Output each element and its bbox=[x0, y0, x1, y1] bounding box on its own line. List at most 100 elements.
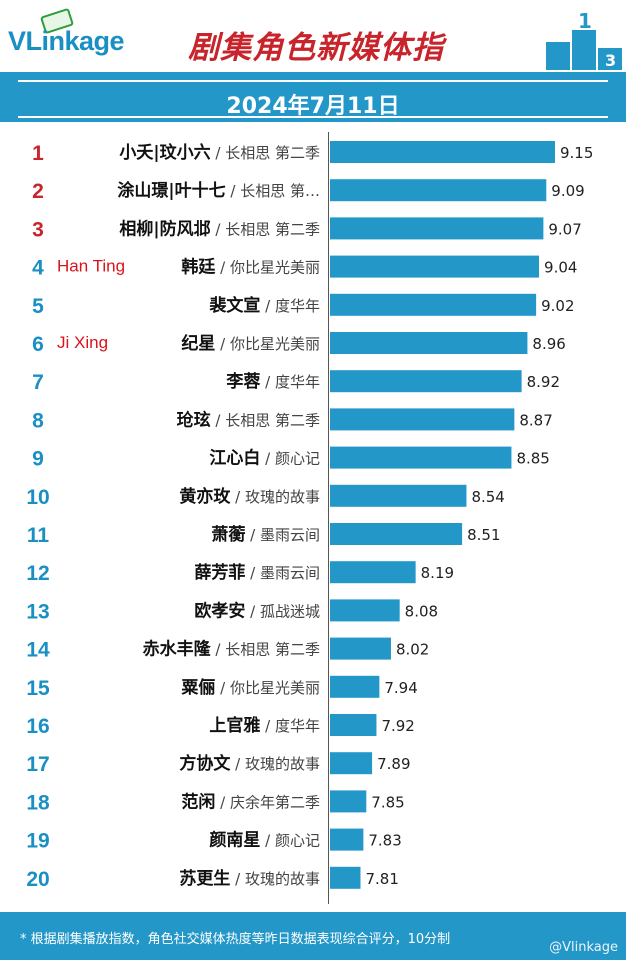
show-name: / 庆余年第二季 bbox=[215, 793, 320, 811]
date-banner: 2024年7月11日 bbox=[0, 72, 626, 122]
row-label: 纪星 / 你比星光美丽 bbox=[181, 333, 320, 354]
character-name: 苏更生 bbox=[179, 868, 230, 889]
score-bar bbox=[330, 141, 555, 163]
rank-number: 9 bbox=[32, 448, 44, 471]
score-bar bbox=[330, 599, 400, 622]
show-name: / 度华年 bbox=[260, 717, 320, 735]
score-bar bbox=[330, 637, 391, 660]
logo[interactable]: VLinkage bbox=[8, 26, 125, 56]
page-title: 剧集角色新媒体指 bbox=[188, 30, 444, 66]
row-label: 颜南星 / 颜心记 bbox=[209, 830, 320, 851]
character-name: 范闲 bbox=[181, 791, 215, 812]
show-name: / 墨雨云间 bbox=[245, 526, 320, 544]
score-bar bbox=[330, 408, 515, 431]
show-name: / 你比星光美丽 bbox=[215, 335, 320, 353]
score-bar bbox=[330, 866, 361, 889]
row-label: 欧孝安 / 孤战迷城 bbox=[194, 600, 320, 621]
score-label: 9.09 bbox=[551, 182, 584, 200]
row-label: 裴文宣 / 度华年 bbox=[208, 295, 320, 316]
character-name: 欧孝安 bbox=[194, 600, 245, 621]
score-bar bbox=[330, 332, 528, 354]
score-bar bbox=[330, 523, 463, 545]
footer: * 根据剧集播放指数，角色社交媒体热度等昨日数据表现综合评分，10分制 @Vli… bbox=[0, 912, 626, 960]
character-name: 裴文宣 bbox=[208, 295, 260, 316]
score-label: 9.02 bbox=[541, 297, 574, 315]
row-label: 薛芳菲 / 墨雨云间 bbox=[194, 562, 320, 583]
score-label: 9.15 bbox=[560, 144, 593, 162]
date-label: 2024年7月11日 bbox=[226, 94, 400, 119]
show-name: / 玫瑰的故事 bbox=[230, 755, 320, 773]
character-name: 黄亦玫 bbox=[179, 486, 231, 507]
character-name: 纪星 bbox=[181, 333, 215, 354]
rank-number: 6 bbox=[32, 333, 44, 356]
score-bar bbox=[330, 675, 380, 698]
score-label: 7.81 bbox=[365, 870, 398, 888]
score-label: 7.89 bbox=[377, 755, 410, 773]
rank-number: 17 bbox=[26, 753, 49, 776]
score-bar bbox=[330, 179, 547, 202]
rank-number: 20 bbox=[26, 868, 49, 891]
podium-label-2: 2 bbox=[553, 40, 566, 61]
show-name: / 度华年 bbox=[260, 297, 320, 315]
ranking-chart: 1 小夭|玟小六 / 长相思 第二季 9.15 2 涂山璟|叶十七 / 长相思 第… 9.… bbox=[26, 141, 593, 891]
score-label: 7.85 bbox=[371, 793, 404, 811]
date-frame: 2024年7月11日 bbox=[18, 80, 608, 119]
row-label: 江心白 / 颜心记 bbox=[209, 448, 320, 469]
row-label: 赤水丰隆 / 长相思 第二季 bbox=[143, 639, 320, 660]
score-label: 8.19 bbox=[421, 564, 454, 582]
score-bar bbox=[330, 484, 467, 507]
score-label: 8.85 bbox=[516, 450, 549, 468]
rank-number: 18 bbox=[26, 791, 50, 814]
score-label: 8.92 bbox=[527, 373, 560, 391]
character-name: 粟俪 bbox=[181, 677, 215, 698]
row-label: 玱玹 / 长相思 第二季 bbox=[177, 409, 320, 430]
show-name: / 长相思 第二季 bbox=[211, 220, 320, 238]
podium-label-3: 3 bbox=[605, 51, 616, 70]
show-name: / 颜心记 bbox=[260, 832, 320, 850]
row-label: 范闲 / 庆余年第二季 bbox=[181, 791, 320, 812]
score-label: 8.87 bbox=[519, 411, 552, 429]
score-label: 8.02 bbox=[396, 641, 429, 659]
score-bar bbox=[330, 790, 367, 813]
show-name: / 你比星光美丽 bbox=[215, 679, 320, 697]
row-label: 涂山璟|叶十七 / 长相思 第… bbox=[117, 180, 320, 201]
score-label: 9.07 bbox=[548, 220, 581, 238]
character-name: 赤水丰隆 bbox=[143, 639, 212, 660]
header: VLinkage 剧集角色新媒体指 2 1 3 bbox=[0, 0, 626, 72]
character-name: 上官雅 bbox=[209, 715, 260, 736]
score-label: 8.96 bbox=[532, 335, 565, 353]
rank-number: 16 bbox=[26, 715, 49, 738]
show-name: / 玫瑰的故事 bbox=[230, 870, 320, 888]
watermark: @Vlinkage bbox=[549, 940, 618, 955]
show-name: / 孤战迷城 bbox=[245, 602, 320, 620]
character-name: 颜南星 bbox=[209, 830, 260, 851]
rank-number: 2 bbox=[32, 180, 44, 203]
score-bar bbox=[330, 561, 416, 584]
rank-number: 5 bbox=[32, 295, 44, 318]
footer-note: * 根据剧集播放指数，角色社交媒体热度等昨日数据表现综合评分，10分制 bbox=[20, 932, 451, 947]
character-name: 萧蘅 bbox=[211, 525, 245, 545]
character-name: 小夭|玟小六 bbox=[119, 142, 210, 163]
rank-number: 14 bbox=[26, 639, 50, 662]
score-bar bbox=[330, 828, 364, 851]
row-label: 方协文 / 玫瑰的故事 bbox=[179, 753, 320, 774]
row-label: 黄亦玫 / 玫瑰的故事 bbox=[179, 486, 320, 507]
rank-number: 13 bbox=[26, 600, 49, 623]
score-bar bbox=[330, 255, 540, 278]
podium-icon: 2 1 3 bbox=[546, 9, 622, 70]
row-label: 上官雅 / 度华年 bbox=[209, 715, 320, 736]
name-annotation: Han Ting bbox=[57, 257, 125, 276]
rank-number: 19 bbox=[26, 830, 49, 853]
character-name: 相柳|防风邶 bbox=[119, 218, 210, 239]
row-label: 李蓉 / 度华年 bbox=[226, 371, 320, 392]
show-name: / 你比星光美丽 bbox=[215, 259, 320, 277]
rank-number: 8 bbox=[32, 409, 44, 432]
row-label: 苏更生 / 玫瑰的故事 bbox=[179, 868, 320, 889]
show-name: / 玫瑰的故事 bbox=[230, 488, 320, 506]
row-label: 韩廷 / 你比星光美丽 bbox=[181, 257, 320, 278]
show-name: / 长相思 第二季 bbox=[211, 641, 320, 659]
score-label: 7.94 bbox=[384, 679, 417, 697]
name-annotation: Ji Xing bbox=[57, 333, 108, 352]
show-name: / 长相思 第二季 bbox=[211, 411, 320, 429]
score-bar bbox=[330, 752, 373, 775]
